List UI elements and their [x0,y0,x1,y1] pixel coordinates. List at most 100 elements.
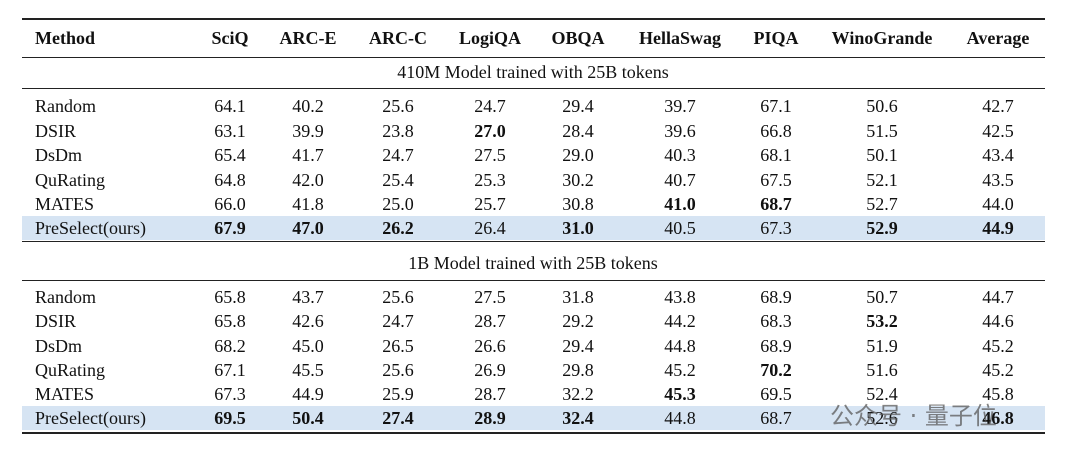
value-cell: 39.6 [664,121,696,141]
value-cell: 50.6 [866,96,898,116]
method-cell: DsDm [35,336,83,356]
value-cell: 44.8 [664,408,696,428]
method-cell: Random [35,287,96,307]
value-cell: 68.9 [760,287,792,307]
value-cell: 28.7 [474,311,506,331]
watermark: 公众号 · 量子位 [830,402,997,430]
value-cell: 29.2 [562,311,594,331]
value-cell: 24.7 [474,96,506,116]
value-cell: 47.0 [292,218,324,238]
value-cell: 44.2 [664,311,696,331]
value-cell: 26.5 [382,336,414,356]
value-cell: 41.7 [292,145,324,165]
value-cell: 52.6 [866,408,898,428]
value-cell: 24.7 [382,311,414,331]
value-cell: 27.4 [382,408,414,428]
rule [22,57,1045,58]
value-cell: 67.3 [760,218,792,238]
value-cell: 65.8 [214,311,246,331]
value-cell: 30.2 [562,170,594,190]
value-cell: 39.7 [664,96,696,116]
value-cell: 51.6 [866,360,898,380]
value-cell: 68.1 [760,145,792,165]
value-cell: 30.8 [562,194,594,214]
method-cell: DsDm [35,145,83,165]
header-cell: LogiQA [458,28,522,48]
row-highlight [22,216,1045,240]
value-cell: 67.5 [760,170,792,190]
value-cell: 27.5 [474,287,506,307]
value-cell: 28.9 [474,408,506,428]
value-cell: 51.9 [866,336,898,356]
value-cell: 52.9 [866,218,898,238]
value-cell: 69.5 [214,408,246,428]
value-cell: 67.1 [760,96,792,116]
value-cell: 25.6 [382,96,414,116]
value-cell: 50.4 [292,408,324,428]
value-cell: 65.8 [214,287,246,307]
header-cell: OBQA [551,28,605,48]
value-cell: 43.5 [982,170,1014,190]
header-cell: Method [35,28,95,48]
value-cell: 68.9 [760,336,792,356]
value-cell: 67.1 [214,360,246,380]
value-cell: 63.1 [214,121,246,141]
value-cell: 39.9 [292,121,324,141]
value-cell: 31.0 [562,218,594,238]
value-cell: 25.9 [382,384,414,404]
rule [22,432,1045,434]
value-cell: 26.2 [382,218,414,238]
value-cell: 50.1 [866,145,898,165]
value-cell: 25.4 [382,170,414,190]
value-cell: 68.7 [760,408,792,428]
value-cell: 68.7 [760,194,792,214]
value-cell: 40.5 [664,218,696,238]
value-cell: 25.7 [474,194,506,214]
value-cell: 29.8 [562,360,594,380]
value-cell: 32.2 [562,384,594,404]
value-cell: 52.1 [866,170,898,190]
value-cell: 28.7 [474,384,506,404]
method-cell: QuRating [35,170,105,190]
header-cell: HellaSwag [638,28,722,48]
value-cell: 27.0 [474,121,506,141]
header-cell: PIQA [753,28,799,48]
value-cell: 28.4 [562,121,594,141]
value-cell: 45.2 [982,336,1014,356]
value-cell: 42.6 [292,311,324,331]
method-cell: DSIR [35,311,77,331]
value-cell: 44.8 [664,336,696,356]
value-cell: 44.6 [982,311,1014,331]
value-cell: 23.8 [382,121,414,141]
value-cell: 52.7 [866,194,898,214]
value-cell: 45.2 [664,360,696,380]
value-cell: 43.7 [292,287,324,307]
value-cell: 44.9 [292,384,324,404]
method-cell: DSIR [35,121,77,141]
header-cell: ARC-C [369,28,427,48]
value-cell: 45.2 [982,360,1014,380]
header-cell: ARC-E [279,28,337,48]
value-cell: 65.4 [214,145,246,165]
value-cell: 43.8 [664,287,696,307]
value-cell: 26.9 [474,360,506,380]
value-cell: 40.3 [664,145,696,165]
value-cell: 43.4 [982,145,1014,165]
value-cell: 64.1 [214,96,246,116]
value-cell: 29.4 [562,96,594,116]
value-cell: 53.2 [866,311,898,331]
value-cell: 40.7 [664,170,696,190]
value-cell: 44.0 [982,194,1014,214]
value-cell: 51.5 [866,121,898,141]
value-cell: 67.9 [214,218,246,238]
value-cell: 44.9 [982,218,1014,238]
value-cell: 42.5 [982,121,1014,141]
section-title: 1B Model trained with 25B tokens [408,253,658,273]
section-title: 410M Model trained with 25B tokens [397,62,669,82]
value-cell: 25.6 [382,287,414,307]
value-cell: 68.2 [214,336,246,356]
rule [22,18,1045,20]
value-cell: 69.5 [760,384,792,404]
value-cell: 46.8 [982,408,1014,428]
